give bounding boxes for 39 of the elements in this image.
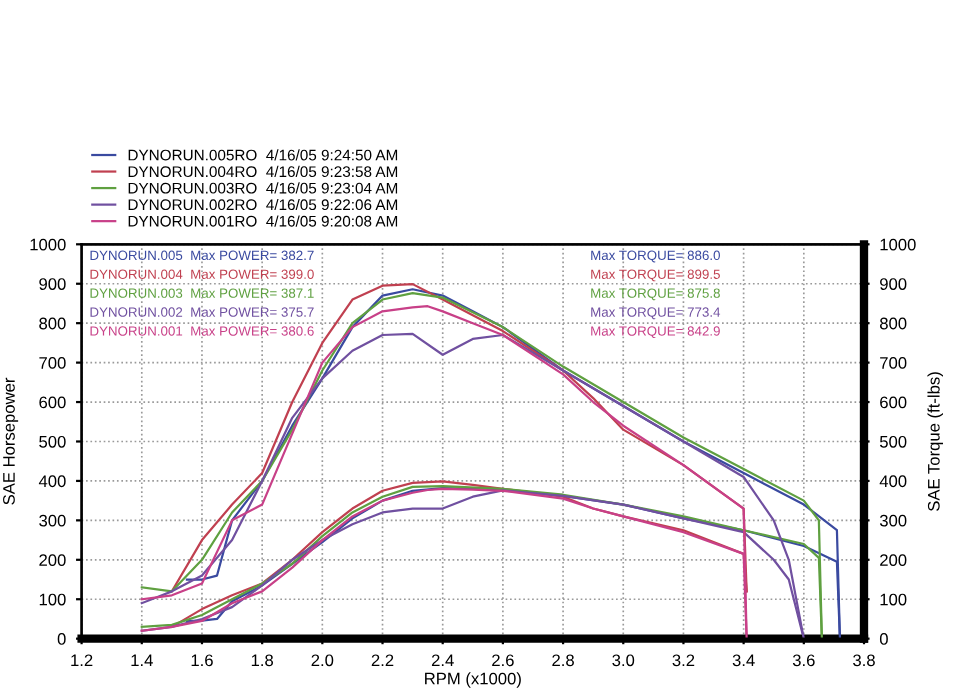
y-tick-label: 800 [39,317,66,330]
y2-tick-label: 900 [880,278,907,290]
x-tick-label: 3.2 [672,654,695,667]
y2-axis-title: SAE Torque (ft-lbs) [927,372,943,511]
y-axis-title: SAE Horsepower [3,377,19,505]
x-tick-label: 2.6 [492,654,514,667]
y-tick-label: 700 [39,357,66,369]
y2-tick-label: 600 [880,396,907,409]
x-tick-label: 2.2 [371,654,394,667]
x-axis-title: RPM (x1000) [425,672,521,688]
x-tick-label: 3.6 [792,654,815,667]
x-tick-label: 3.0 [612,654,635,667]
y2-tick-label: 300 [879,514,907,527]
y2-tick-label: 1000 [880,238,916,251]
y2-tick-label: 800 [880,317,907,330]
y-tick-label: 500 [39,435,66,448]
y2-tick-label: 700 [880,357,907,369]
x-tick-label: 1.4 [131,654,153,667]
y-tick-label: 400 [38,475,66,488]
x-tick-label: 1.2 [71,654,93,667]
y2-tick-label: 0 [879,633,888,645]
y2-tick-label: 200 [880,554,907,566]
y2-tick-label: 400 [879,475,907,488]
x-tick-label: 3.4 [732,654,755,667]
x-tick-label: 2.4 [431,654,454,667]
x-tick-label: 1.6 [191,654,213,667]
y-tick-label: 0 [57,633,66,645]
y-tick-label: 300 [39,514,66,527]
y-tick-label: 1000 [30,238,66,251]
x-tick-label: 1.8 [251,654,274,667]
x-tick-label: 2.0 [311,654,334,667]
y2-tick-label: 100 [880,593,907,606]
y-tick-label: 900 [39,278,66,290]
y2-tick-label: 500 [879,435,907,448]
y-tick-label: 200 [39,554,66,566]
x-tick-label: 2.8 [552,654,574,667]
x-tick-label: 3.8 [853,654,875,667]
y-tick-label: 100 [39,593,66,606]
y-tick-label: 600 [39,396,66,409]
